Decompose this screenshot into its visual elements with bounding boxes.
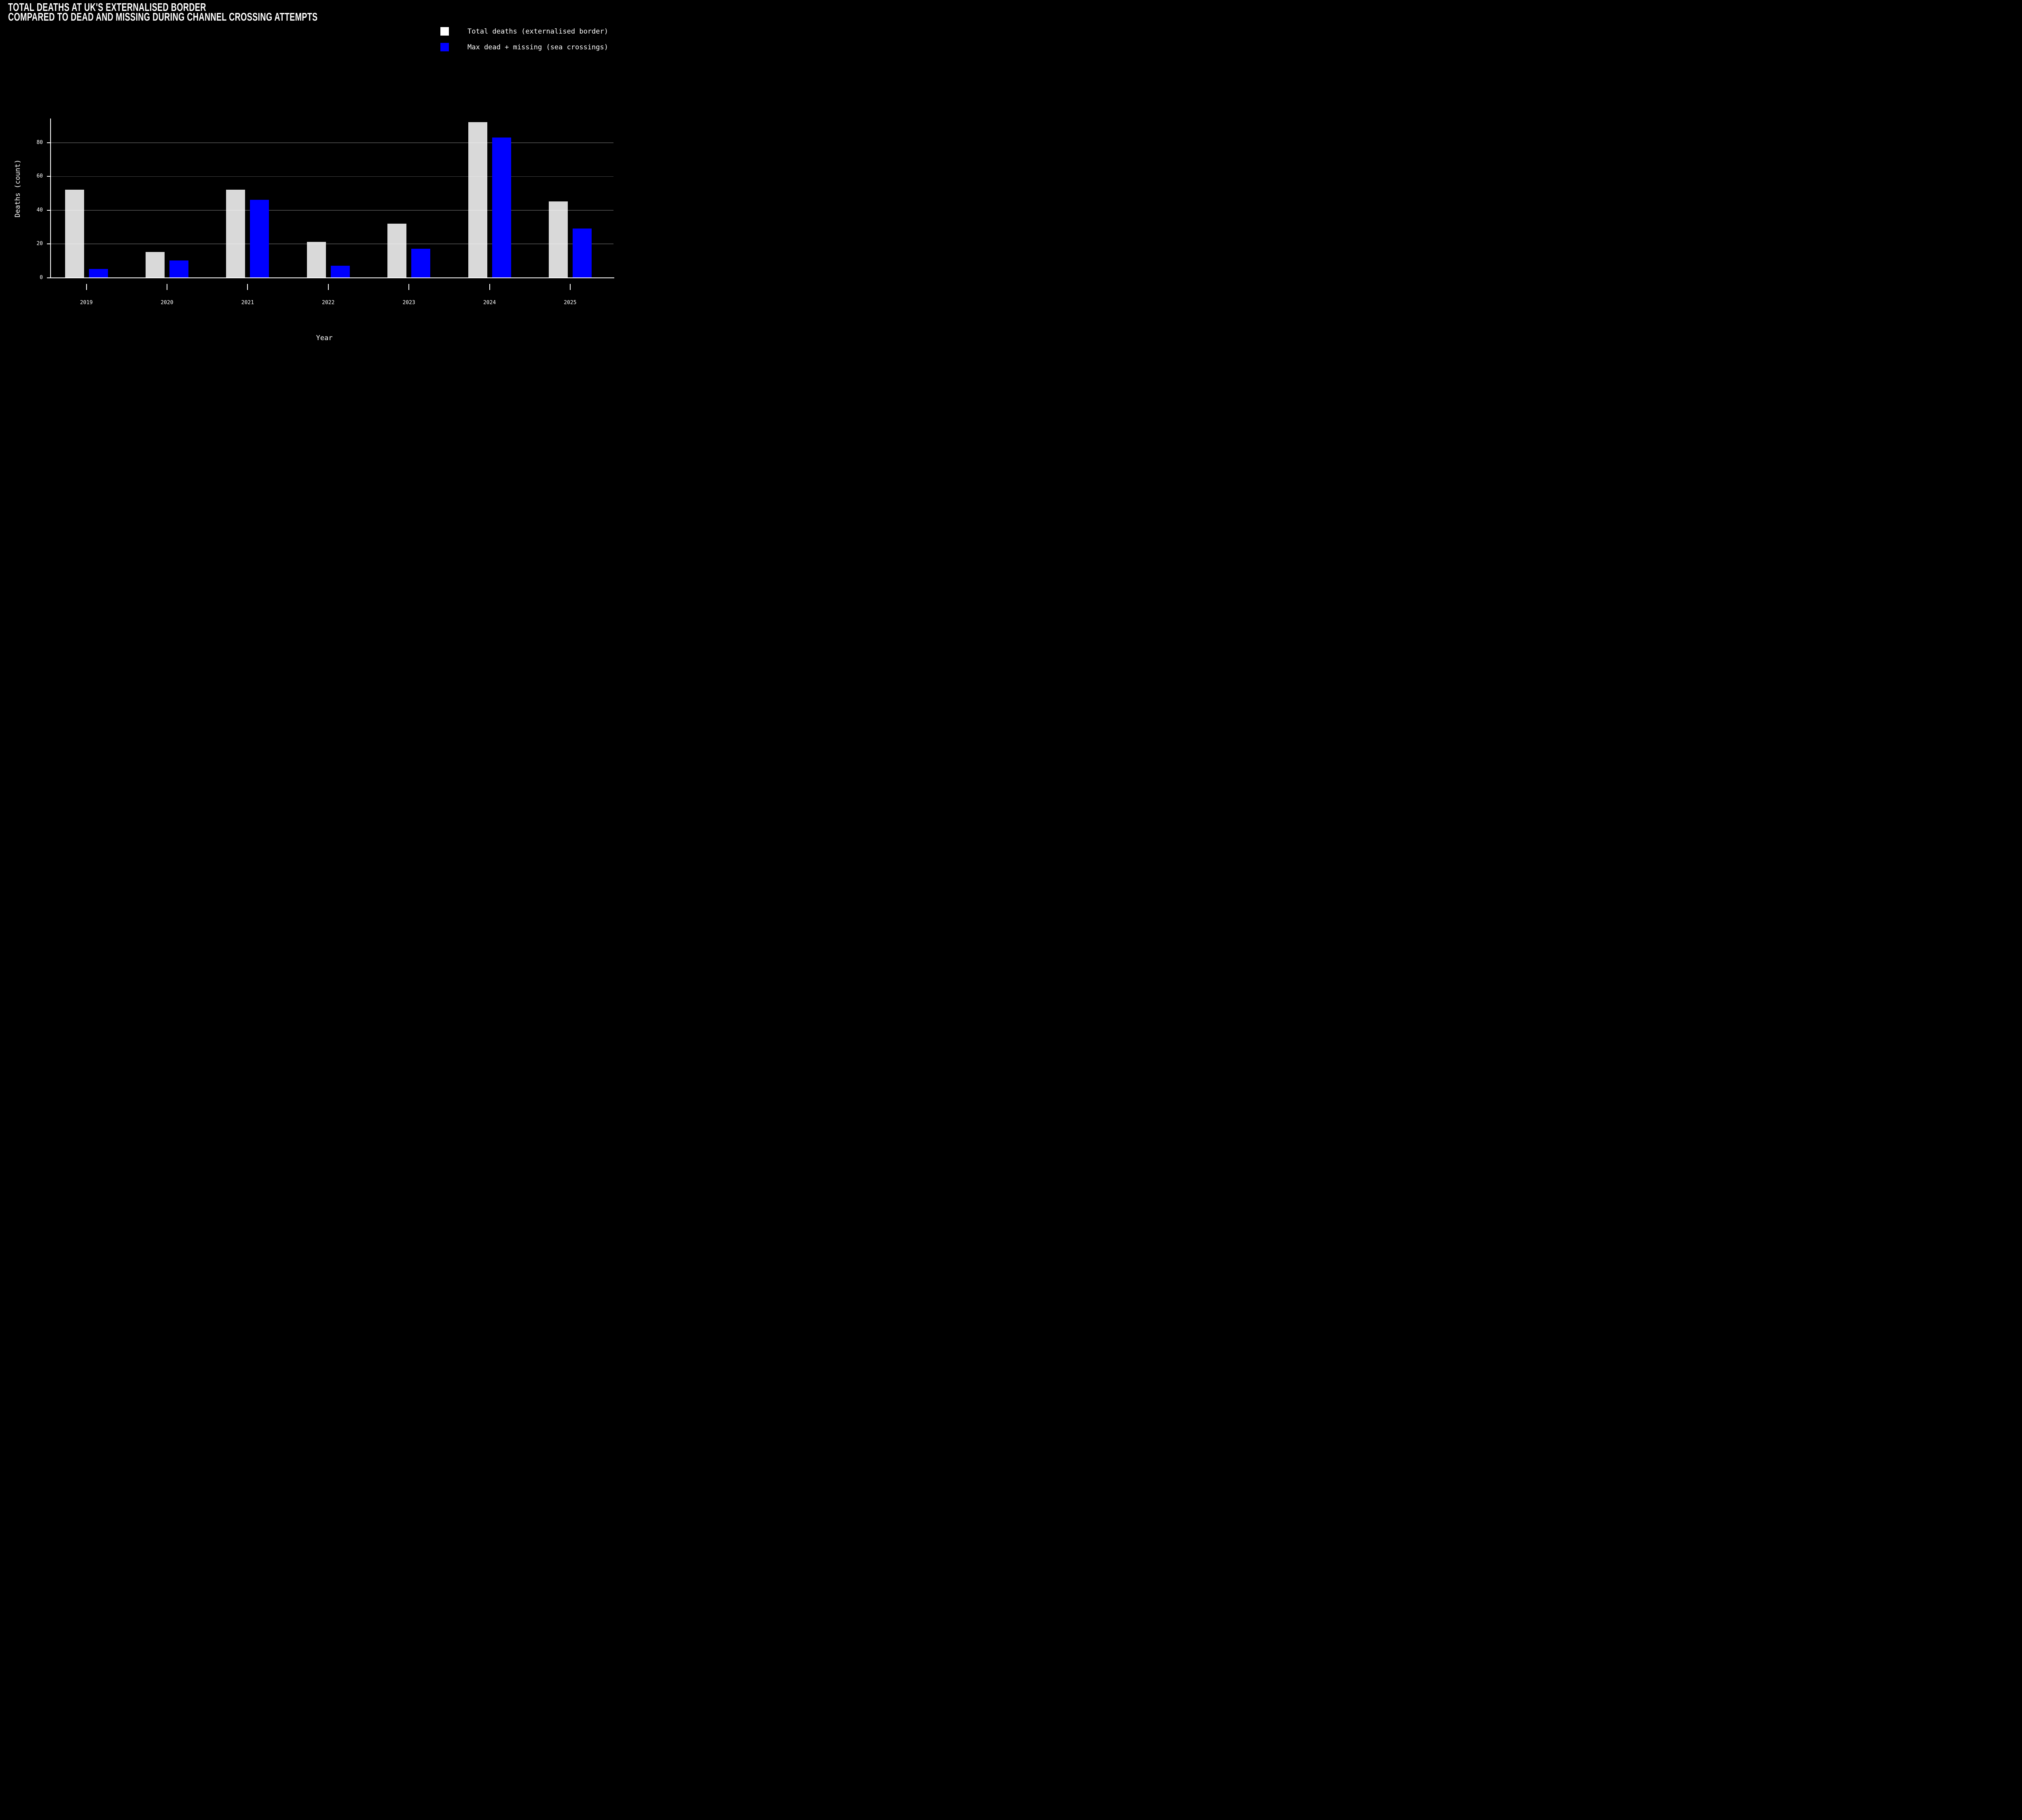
x-tick-2023	[408, 284, 410, 290]
bar-total-deaths-2022	[307, 242, 326, 277]
x-tick-label-2021: 2021	[241, 300, 254, 306]
x-tick-label-2025: 2025	[564, 300, 577, 306]
bar-total-deaths-2019	[65, 190, 84, 277]
x-tick-2022	[328, 284, 329, 290]
chart-title: TOTAL DEATHS AT UK'S EXTERNALISED BORDER…	[8, 1, 318, 23]
x-tick-2021	[247, 284, 248, 290]
bar-max-dead-missing-2020	[169, 260, 188, 277]
y-tick-60	[47, 176, 51, 177]
y-tick-20	[47, 243, 51, 245]
bar-total-deaths-2025	[548, 201, 568, 277]
gridline-y-20	[51, 243, 613, 244]
x-tick-2024	[489, 284, 490, 290]
y-tick-40	[47, 210, 51, 211]
x-tick-label-2024: 2024	[483, 300, 496, 306]
bar-max-dead-missing-2025	[572, 229, 592, 277]
x-tick-2025	[569, 284, 571, 290]
legend-label-total-deaths: Total deaths (externalised border)	[467, 27, 608, 36]
bar-max-dead-missing-2023	[411, 249, 431, 277]
legend-item-max-dead-missing: Max dead + missing (sea crossings)	[440, 43, 608, 51]
legend-label-max-dead-missing: Max dead + missing (sea crossings)	[467, 43, 608, 51]
x-tick-label-2022: 2022	[322, 300, 335, 306]
x-tick-label-2023: 2023	[402, 300, 415, 306]
chart-canvas: TOTAL DEATHS AT UK'S EXTERNALISED BORDER…	[0, 0, 634, 357]
chart-title-line2: COMPARED TO DEAD AND MISSING DURING CHAN…	[8, 11, 318, 23]
y-tick-80	[47, 142, 51, 144]
legend-swatch-max-dead-missing	[440, 43, 449, 51]
bar-max-dead-missing-2021	[250, 200, 269, 277]
bar-max-dead-missing-2024	[492, 137, 511, 277]
x-axis-line	[47, 277, 614, 278]
x-tick-label-2019: 2019	[80, 300, 93, 306]
bar-total-deaths-2024	[468, 122, 487, 277]
bar-max-dead-missing-2019	[89, 269, 108, 277]
legend-swatch-total-deaths	[440, 27, 449, 36]
x-axis-title: Year	[316, 334, 333, 342]
y-tick-label-20: 20	[36, 241, 43, 247]
y-tick-label-0: 0	[40, 274, 43, 281]
bar-total-deaths-2020	[145, 252, 165, 277]
y-tick-label-80: 80	[36, 140, 43, 146]
x-tick-2019	[86, 284, 87, 290]
chart-title-line1: TOTAL DEATHS AT UK'S EXTERNALISED BORDER	[8, 1, 206, 13]
gridline-y-80	[51, 142, 613, 143]
legend: Total deaths (externalised border) Max d…	[440, 27, 608, 59]
gridline-y-40	[51, 210, 613, 211]
x-tick-label-2020: 2020	[161, 300, 173, 306]
y-tick-label-40: 40	[36, 207, 43, 213]
bar-total-deaths-2021	[226, 190, 245, 277]
y-axis-spine	[50, 119, 51, 278]
bar-total-deaths-2023	[387, 223, 407, 277]
gridline-y-60	[51, 176, 613, 177]
bar-max-dead-missing-2022	[330, 265, 350, 277]
legend-item-total-deaths: Total deaths (externalised border)	[440, 27, 608, 36]
plot-area: Deaths (count) Year 0 20 40 60 80 2019 2020 202…	[0, 0, 634, 357]
y-tick-label-60: 60	[36, 173, 43, 180]
